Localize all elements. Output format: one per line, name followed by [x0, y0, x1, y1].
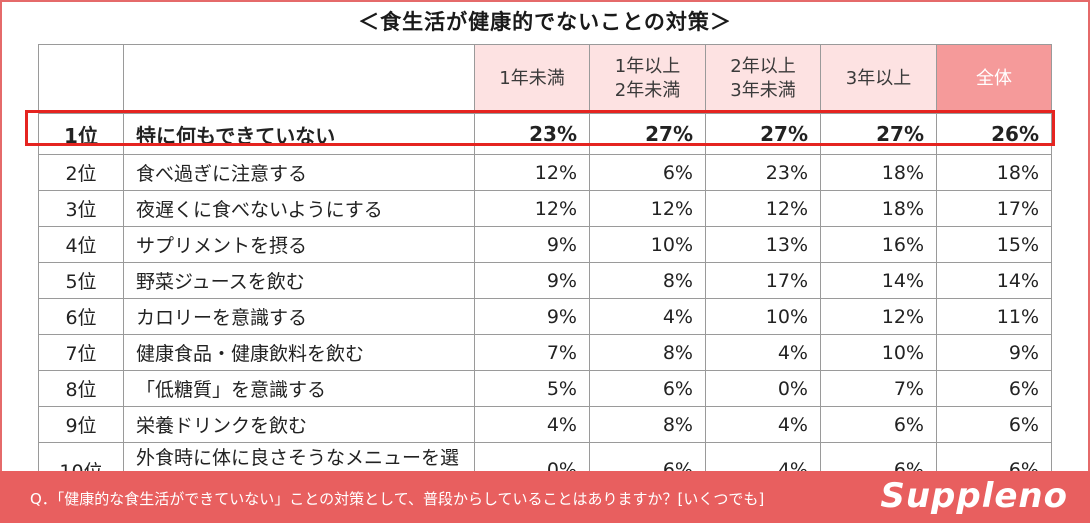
value-cell: 4% — [705, 334, 821, 371]
value-cell: 14% — [820, 262, 937, 299]
table-row: 10位 外食時に体に良さそうなメニューを選ぶ 0% 6% 4% 6% 6% — [38, 442, 1052, 498]
header-col-4-line-1: 3年以上 — [845, 68, 912, 89]
value-cell: 5% — [474, 370, 590, 407]
value-cell: 27% — [820, 113, 937, 155]
value-cell: 17% — [936, 190, 1052, 227]
value-cell: 18% — [936, 154, 1052, 191]
header-col-3: 2年以上 3年未満 — [705, 44, 821, 114]
item-cell: 特に何もできていない — [123, 113, 475, 155]
value-cell: 18% — [820, 154, 937, 191]
value-cell: 9% — [474, 262, 590, 299]
footer-bar: Q．「健康的な食生活ができていない」ことの対策として、普段からしていることはあり… — [0, 471, 1090, 523]
value-cell: 0% — [705, 370, 821, 407]
table-row: 2位 食べ過ぎに注意する 12% 6% 23% 18% 18% — [38, 154, 1052, 191]
item-cell: 「低糖質」を意識する — [123, 370, 475, 407]
value-cell: 7% — [820, 370, 937, 407]
value-cell: 7% — [474, 334, 590, 371]
header-item-blank — [123, 44, 475, 114]
value-cell: 11% — [936, 298, 1052, 335]
value-cell: 14% — [936, 262, 1052, 299]
header-col-2: 1年以上 2年未満 — [589, 44, 706, 114]
header-col-4: 3年以上 — [820, 44, 937, 114]
value-cell: 12% — [705, 190, 821, 227]
rank-cell: 6位 — [38, 298, 124, 335]
page-title: ＜食生活が健康的でないことの対策＞ — [358, 10, 732, 34]
header-col-1-line-1: 1年未満 — [499, 68, 565, 89]
header-col-2-line-2: 2年未満 — [614, 80, 681, 101]
value-cell: 6% — [589, 370, 706, 407]
value-cell: 9% — [474, 298, 590, 335]
value-cell: 12% — [474, 190, 590, 227]
rank-cell: 5位 — [38, 262, 124, 299]
value-cell: 12% — [474, 154, 590, 191]
header-col-3-line-2: 3年未満 — [730, 80, 796, 101]
table-row: 9位 栄養ドリンクを飲む 4% 8% 4% 6% 6% — [38, 406, 1052, 443]
value-cell: 12% — [820, 298, 937, 335]
table-row: 8位 「低糖質」を意識する 5% 6% 0% 7% 6% — [38, 370, 1052, 407]
value-cell: 4% — [705, 406, 821, 443]
value-cell: 18% — [820, 190, 937, 227]
rank-cell: 3位 — [38, 190, 124, 227]
header-col-all-line-1: 全体 — [976, 68, 1012, 89]
header-rank-blank — [38, 44, 124, 114]
table-row: 7位 健康食品・健康飲料を飲む 7% 8% 4% 10% 9% — [38, 334, 1052, 371]
value-cell: 8% — [589, 334, 706, 371]
header-col-3-line-1: 2年以上 — [730, 56, 796, 77]
value-cell: 15% — [936, 226, 1052, 263]
value-cell: 6% — [589, 154, 706, 191]
value-cell: 17% — [705, 262, 821, 299]
table-row: 6位 カロリーを意識する 9% 4% 10% 12% 11% — [38, 298, 1052, 335]
item-cell: 健康食品・健康飲料を飲む — [123, 334, 475, 371]
value-cell: 12% — [589, 190, 706, 227]
value-cell: 6% — [936, 406, 1052, 443]
value-cell: 27% — [589, 113, 706, 155]
value-cell: 4% — [474, 406, 590, 443]
value-cell: 10% — [820, 334, 937, 371]
value-cell: 9% — [474, 226, 590, 263]
value-cell: 6% — [820, 406, 937, 443]
rank-cell: 9位 — [38, 406, 124, 443]
value-cell: 8% — [589, 406, 706, 443]
item-cell: 夜遅くに食べないようにする — [123, 190, 475, 227]
table-row: 5位 野菜ジュースを飲む 9% 8% 17% 14% 14% — [38, 262, 1052, 299]
item-cell: カロリーを意識する — [123, 298, 475, 335]
item-cell: 食べ過ぎに注意する — [123, 154, 475, 191]
header-col-all: 全体 — [936, 44, 1052, 114]
value-cell: 26% — [936, 113, 1052, 155]
brand-logo: Suppleno — [880, 476, 1068, 516]
item-cell: サプリメントを摂る — [123, 226, 475, 263]
value-cell: 23% — [705, 154, 821, 191]
rank-cell: 4位 — [38, 226, 124, 263]
value-cell: 27% — [705, 113, 821, 155]
value-cell: 23% — [474, 113, 590, 155]
header-col-2-line-1: 1年以上 — [614, 56, 681, 77]
rank-cell: 2位 — [38, 154, 124, 191]
rank-cell: 1位 — [38, 113, 124, 155]
survey-question: Q．「健康的な食生活ができていない」ことの対策として、普段からしていることはあり… — [30, 490, 765, 508]
value-cell: 4% — [589, 298, 706, 335]
value-cell: 9% — [936, 334, 1052, 371]
value-cell: 8% — [589, 262, 706, 299]
value-cell: 10% — [705, 298, 821, 335]
table-row: 1位 特に何もできていない 23% 27% 27% 27% 26% — [38, 113, 1052, 155]
value-cell: 13% — [705, 226, 821, 263]
item-cell: 栄養ドリンクを飲む — [123, 406, 475, 443]
rank-cell: 7位 — [38, 334, 124, 371]
table-row: 4位 サプリメントを摂る 9% 10% 13% 16% 15% — [38, 226, 1052, 263]
rank-cell: 8位 — [38, 370, 124, 407]
item-cell: 野菜ジュースを飲む — [123, 262, 475, 299]
value-cell: 16% — [820, 226, 937, 263]
header-col-1: 1年未満 — [474, 44, 590, 114]
table-header-row: 1年未満 1年以上 2年未満 2年以上 3年未満 3年以上 全体 — [38, 44, 1052, 114]
ranking-table: 1年未満 1年以上 2年未満 2年以上 3年未満 3年以上 全体 1位 特に何もでき… — [38, 44, 1052, 498]
table-row: 3位 夜遅くに食べないようにする 12% 12% 12% 18% 17% — [38, 190, 1052, 227]
value-cell: 6% — [936, 370, 1052, 407]
value-cell: 10% — [589, 226, 706, 263]
